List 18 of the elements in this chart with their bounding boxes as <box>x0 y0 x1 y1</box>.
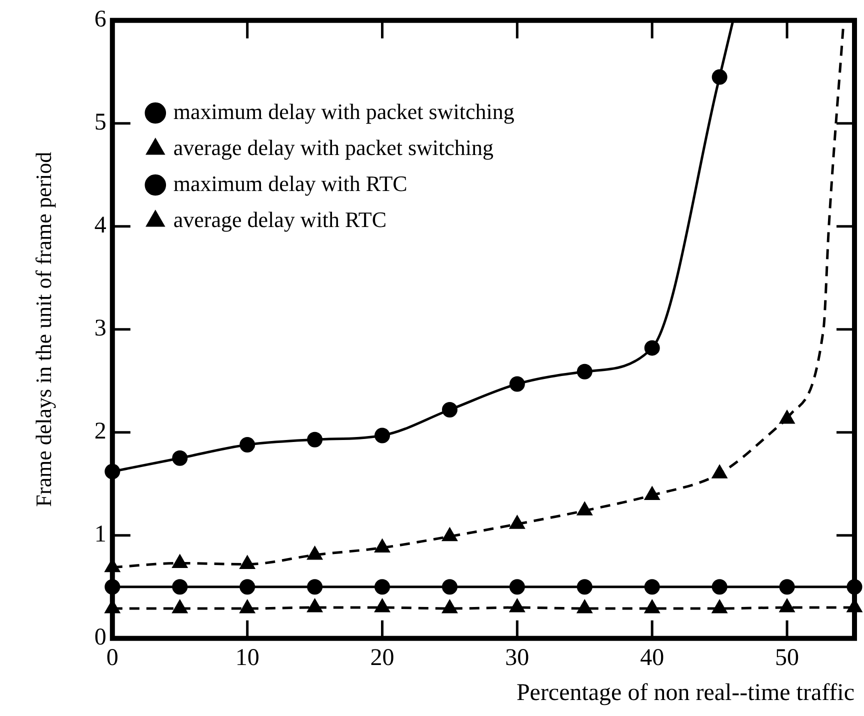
y-tick-label: 2 <box>94 418 106 445</box>
legend-label: average delay with packet switching <box>173 134 494 160</box>
y-tick-label: 6 <box>94 6 106 33</box>
legend-label: maximum delay with packet switching <box>173 98 514 124</box>
y-axis-title: Frame delays in the unit of frame period <box>30 152 56 507</box>
x-tick-label: 10 <box>235 645 260 672</box>
x-tick-label: 30 <box>505 645 530 672</box>
y-tick-label: 3 <box>94 316 106 342</box>
y-tick-label: 5 <box>94 110 106 136</box>
y-tick-label: 4 <box>94 212 106 239</box>
legend-label: maximum delay with RTC <box>173 170 408 196</box>
x-tick-label: 40 <box>640 645 664 672</box>
x-tick-label: 20 <box>370 645 394 672</box>
y-tick-label: 1 <box>94 522 106 548</box>
x-axis-title: Percentage of non real--time traffic <box>516 680 854 706</box>
legend-label: average delay with RTC <box>173 206 387 232</box>
y-tick-label: 0 <box>94 624 106 651</box>
x-tick-label: 50 <box>775 645 800 672</box>
